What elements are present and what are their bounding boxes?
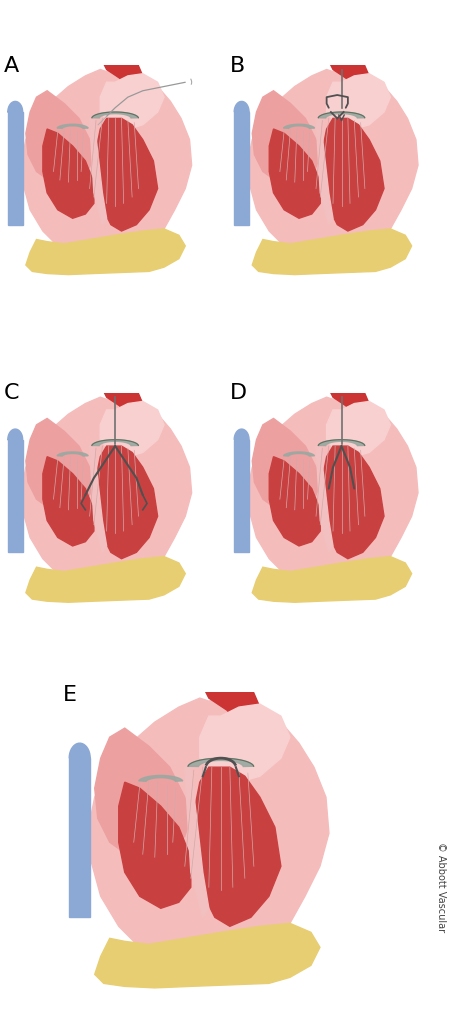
Polygon shape [26,557,185,602]
Polygon shape [8,429,23,439]
Polygon shape [119,782,191,908]
Polygon shape [8,101,23,112]
Polygon shape [191,767,281,927]
Polygon shape [22,70,192,265]
Polygon shape [90,119,107,224]
Polygon shape [100,74,164,129]
Polygon shape [95,924,320,988]
Text: E: E [63,685,77,706]
Polygon shape [252,557,412,602]
Polygon shape [318,112,365,118]
Polygon shape [26,91,94,182]
Polygon shape [92,439,139,445]
Polygon shape [234,439,249,552]
Polygon shape [94,119,158,231]
Polygon shape [26,229,185,274]
Polygon shape [92,112,139,118]
Polygon shape [185,767,209,918]
Polygon shape [43,457,94,546]
Polygon shape [316,119,333,224]
Polygon shape [200,705,290,782]
Polygon shape [57,124,88,128]
Polygon shape [26,419,94,510]
Polygon shape [252,91,320,182]
Polygon shape [269,457,320,546]
Polygon shape [100,368,143,419]
Polygon shape [188,758,254,767]
Polygon shape [327,368,369,419]
Polygon shape [327,74,390,129]
Polygon shape [95,728,191,857]
Polygon shape [22,397,192,593]
Polygon shape [43,129,94,218]
Polygon shape [248,70,418,265]
Text: D: D [230,383,247,403]
Polygon shape [234,429,249,439]
Polygon shape [57,452,88,456]
Polygon shape [100,401,164,457]
Polygon shape [252,229,412,274]
Text: B: B [230,55,245,76]
Polygon shape [318,439,365,445]
Polygon shape [200,656,260,728]
Polygon shape [89,698,329,975]
Polygon shape [90,446,107,552]
Polygon shape [94,446,158,559]
Polygon shape [234,101,249,112]
Polygon shape [327,401,390,457]
Polygon shape [100,40,143,91]
Polygon shape [69,758,90,918]
Polygon shape [283,452,315,456]
Polygon shape [248,397,418,593]
Polygon shape [139,775,183,781]
Polygon shape [8,112,23,224]
Polygon shape [320,446,384,559]
Polygon shape [8,439,23,552]
Text: © Abbott Vascular: © Abbott Vascular [436,842,446,932]
Polygon shape [283,124,315,128]
Polygon shape [316,446,333,552]
Polygon shape [269,129,320,218]
Text: A: A [4,55,19,76]
Polygon shape [69,743,90,758]
Text: C: C [4,383,19,403]
Polygon shape [252,419,320,510]
Polygon shape [327,40,369,91]
Polygon shape [234,112,249,224]
Polygon shape [320,119,384,231]
